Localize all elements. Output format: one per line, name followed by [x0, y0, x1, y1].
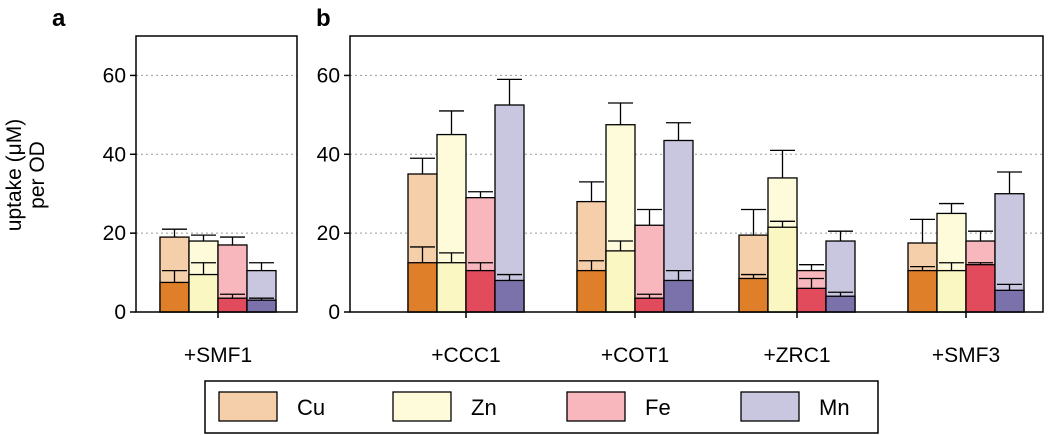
- bar-base-zn: [436, 262, 467, 313]
- y-tick-label: 40: [317, 143, 340, 166]
- bar-base-fe: [796, 287, 827, 313]
- bar-base-fe: [217, 297, 248, 313]
- y-axis-title-line2: per OD: [26, 141, 49, 209]
- legend-label-mn: Mn: [819, 395, 850, 420]
- panel-b: 0 20 40 60 +CCC1 +COT1 +ZRC1 +SMF3: [317, 35, 1044, 367]
- legend-label-cu: Cu: [297, 395, 325, 420]
- bar-base-cu: [159, 281, 190, 313]
- bar-base-fe: [465, 269, 496, 313]
- legend-swatch-zn: [392, 391, 452, 422]
- y-tick-label: 60: [103, 64, 126, 87]
- y-tick-label: 0: [114, 301, 126, 324]
- x-tick-label: +SMF1: [184, 344, 252, 367]
- bar-base-mn: [246, 299, 277, 313]
- y-tick-label: 20: [103, 222, 126, 245]
- bar-base-cu: [576, 269, 607, 313]
- bar-base-zn: [936, 269, 967, 313]
- bar-base-cu: [738, 277, 769, 313]
- panel-a-label: a: [52, 5, 66, 32]
- y-axis-title-line1: uptake (μM): [3, 119, 26, 231]
- y-tick-label: 60: [317, 64, 340, 87]
- bar-base-fe: [965, 264, 996, 313]
- bar-base-zn: [188, 273, 219, 313]
- x-tick-label: +CCC1: [431, 344, 500, 367]
- y-tick-label: 20: [317, 222, 340, 245]
- bar-base-mn: [663, 279, 694, 313]
- y-tick-label: 0: [328, 301, 340, 324]
- legend-swatch-fe: [566, 391, 626, 422]
- bar-base-mn: [994, 289, 1025, 313]
- bar-base-zn: [767, 226, 798, 313]
- legend-label-fe: Fe: [645, 395, 671, 420]
- x-tick-label: +ZRC1: [763, 344, 830, 367]
- legend-label-zn: Zn: [471, 395, 497, 420]
- x-tick-label: +SMF3: [932, 344, 1000, 367]
- bar-base-cu: [907, 269, 938, 313]
- bar-base-mn: [494, 279, 525, 313]
- plot-frame: [135, 35, 298, 313]
- y-axis-title: uptake (μM) per OD: [3, 119, 49, 231]
- panel-b-label: b: [316, 5, 331, 32]
- bar-base-fe: [634, 297, 665, 313]
- bar-base-zn: [605, 250, 636, 313]
- legend: Cu Zn Fe Mn: [204, 380, 879, 434]
- x-tick-label: +COT1: [601, 344, 669, 367]
- panel-a: 0 20 40 60 +SMF1: [103, 35, 298, 367]
- legend-swatch-mn: [740, 391, 800, 422]
- legend-swatch-cu: [218, 391, 278, 422]
- plot-frame: [349, 35, 1044, 313]
- bar-base-mn: [825, 295, 856, 313]
- y-tick-label: 40: [103, 143, 126, 166]
- bar-base-cu: [407, 262, 438, 313]
